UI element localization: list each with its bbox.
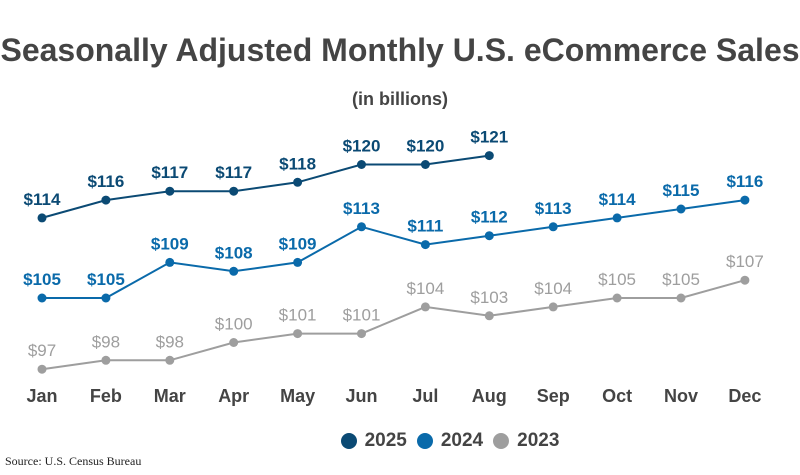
legend-swatch: [340, 433, 357, 449]
x-tick-label: Aug: [472, 386, 507, 406]
legend-swatch: [493, 433, 510, 449]
x-tick-label: Dec: [728, 386, 761, 406]
data-label-2024: $114: [599, 190, 636, 209]
data-point-2025: [357, 160, 366, 169]
data-label-2025: $120: [343, 137, 381, 156]
data-point-2023: [740, 275, 750, 285]
data-point-2024: [101, 293, 111, 303]
legend-label: 2024: [440, 430, 484, 451]
data-label-2024: $112: [471, 208, 508, 227]
data-label-2024: $113: [343, 199, 380, 218]
data-label-2024: $108: [215, 243, 253, 262]
data-label-2024: $113: [535, 199, 572, 218]
data-point-2023: [484, 311, 494, 321]
data-label-2025: $121: [470, 128, 508, 147]
data-label-2023: $103: [470, 288, 508, 307]
data-point-2025: [101, 195, 111, 205]
data-label-2023: $101: [279, 306, 317, 325]
source-note: Source: U.S. Census Bureau: [5, 454, 142, 468]
x-tick-label: Sep: [537, 386, 570, 406]
data-point-2023: [612, 293, 622, 303]
x-tick-label: Mar: [154, 386, 186, 406]
data-label-2023: $104: [406, 279, 444, 298]
data-point-2024: [548, 222, 558, 232]
legend-label: 2025: [364, 430, 407, 451]
data-label-2025: $116: [87, 172, 124, 191]
data-point-2024: [357, 222, 366, 232]
data-point-2025: [229, 186, 239, 196]
data-point-2025: [484, 151, 494, 161]
data-label-2023: $98: [92, 332, 120, 351]
data-point-2024: [740, 195, 750, 205]
data-label-2024: $115: [663, 181, 700, 200]
legend-item-2024: 2024: [416, 430, 484, 452]
data-label-2025: $114: [24, 190, 61, 209]
x-tick-label: Apr: [218, 386, 249, 406]
data-point-2024: [293, 257, 303, 267]
data-point-2024: [612, 213, 622, 223]
chart-subtitle: (in billions): [352, 89, 448, 109]
x-tick-label: Jul: [412, 386, 438, 406]
x-tick-label: Oct: [602, 386, 632, 406]
data-label-2023: $98: [156, 332, 184, 351]
data-point-2025: [37, 213, 47, 223]
data-point-2023: [676, 293, 686, 303]
data-label-2025: $118: [279, 154, 316, 173]
data-point-2023: [101, 355, 111, 365]
data-label-2024: $105: [23, 270, 61, 289]
x-tick-label: Nov: [664, 386, 698, 406]
data-label-2023: $101: [343, 306, 381, 325]
chart-title: Seasonally Adjusted Monthly U.S. eCommer…: [0, 32, 800, 68]
legend-item-2023: 2023: [493, 430, 559, 452]
data-point-2024: [229, 266, 239, 276]
data-label-2024: $109: [279, 234, 317, 253]
data-point-2023: [229, 338, 239, 347]
data-label-2024: $109: [151, 234, 189, 253]
data-label-2024: $105: [87, 270, 125, 289]
data-label-2025: $117: [215, 163, 252, 182]
data-label-2025: $120: [406, 137, 444, 156]
series-line-2024: [42, 199, 746, 299]
data-point-2023: [165, 355, 175, 365]
data-point-2023: [293, 329, 303, 339]
data-point-2024: [37, 293, 47, 303]
data-point-2025: [293, 177, 303, 187]
data-point-2023: [548, 302, 558, 312]
data-label-2023: $104: [534, 279, 572, 298]
data-label-2023: $105: [662, 270, 700, 289]
x-tick-label: May: [280, 386, 315, 406]
x-tick-label: Jan: [26, 386, 57, 406]
data-label-2023: $100: [215, 315, 253, 334]
data-label-2023: $107: [726, 252, 764, 271]
data-label-2024: $111: [407, 217, 443, 236]
data-point-2023: [357, 329, 366, 339]
data-point-2023: [420, 302, 430, 312]
legend-label: 2023: [517, 430, 560, 451]
legend-item-2025: 2025: [340, 430, 407, 452]
series-line-2025: [41, 154, 490, 219]
series-line-2023: [41, 279, 746, 371]
data-point-2025: [420, 160, 430, 169]
x-tick-label: Feb: [90, 386, 122, 406]
data-label-2024: $116: [726, 172, 763, 191]
data-point-2023: [37, 364, 47, 374]
legend-swatch: [416, 433, 433, 449]
legend: 2025 2024 2023: [0, 430, 800, 452]
data-point-2025: [165, 186, 175, 196]
data-label-2025: $117: [151, 163, 188, 182]
data-label-2023: $105: [598, 270, 636, 289]
data-point-2024: [676, 204, 686, 214]
x-tick-label: Jun: [345, 386, 377, 406]
data-point-2024: [484, 231, 494, 241]
data-point-2024: [420, 240, 430, 250]
data-label-2023: $97: [28, 341, 56, 360]
data-point-2024: [165, 257, 175, 267]
